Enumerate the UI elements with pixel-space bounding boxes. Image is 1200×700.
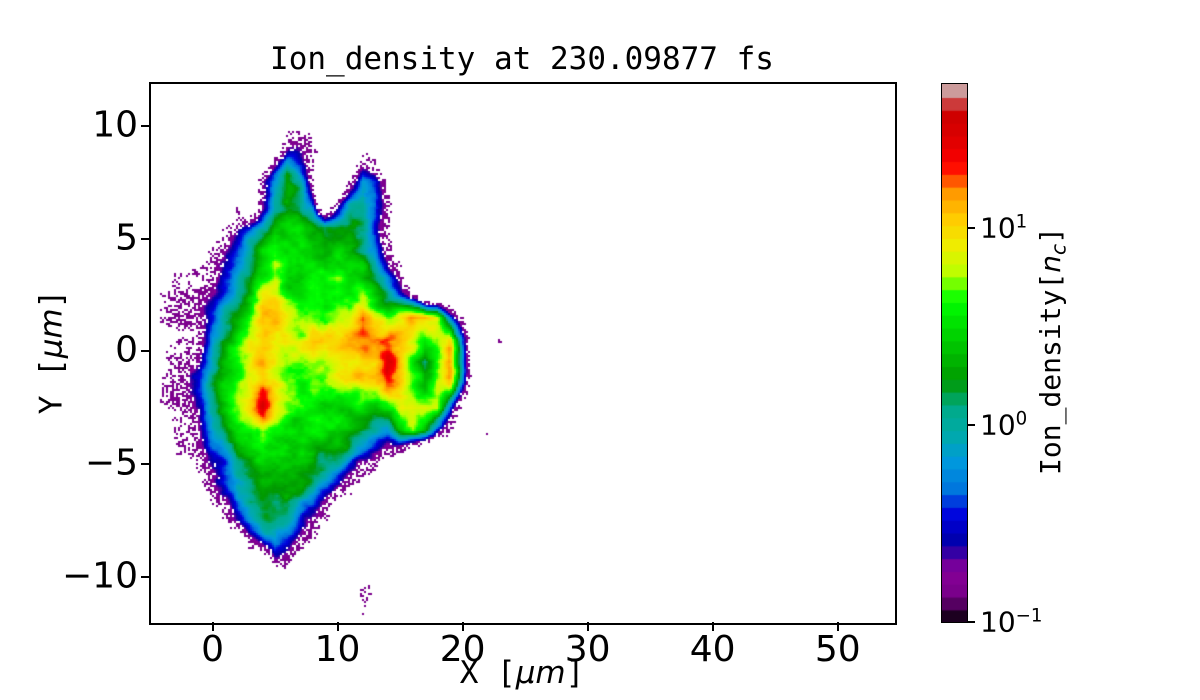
colorbar-tick-label: 101 — [980, 211, 1028, 245]
x-tick-mark — [336, 622, 339, 631]
y-tick-mark — [141, 350, 150, 353]
x-tick-label: 30 — [564, 629, 611, 670]
y-tick-label: −10 — [62, 555, 138, 597]
colorbar-canvas — [942, 84, 967, 622]
x-axis-label-prefix: X [ — [459, 655, 516, 691]
colorbar-tick-mark — [967, 424, 975, 427]
colorbar-tick-mark — [967, 621, 975, 623]
colorbar-tick-label: 10−1 — [980, 605, 1043, 639]
y-tick-label: 5 — [115, 216, 138, 258]
y-tick-mark — [141, 237, 150, 240]
y-axis-label: Y [μm] — [33, 289, 70, 415]
x-tick-label: 0 — [201, 629, 224, 670]
colorbar-label-prefix: Ion_density[ — [1034, 272, 1068, 475]
x-tick-mark — [211, 622, 214, 631]
y-tick-label: −5 — [84, 442, 138, 484]
colorbar-label-suffix: ] — [1034, 227, 1068, 244]
y-tick-mark — [141, 124, 150, 127]
x-tick-mark — [586, 622, 589, 631]
x-tick-label: 20 — [439, 629, 486, 670]
y-axis-unit: μm — [33, 308, 70, 359]
x-tick-label: 10 — [314, 629, 361, 670]
y-axis-label-prefix: Y [ — [33, 358, 70, 415]
heatmap-canvas — [150, 83, 894, 622]
x-axis-label: X [μm] — [460, 658, 585, 689]
y-tick-label: 0 — [115, 329, 138, 371]
y-tick-mark — [141, 575, 150, 578]
y-axis-label-suffix: ] — [33, 289, 70, 309]
x-tick-label: 40 — [689, 629, 736, 670]
colorbar-unit-subscript: c — [1046, 243, 1071, 255]
x-tick-label: 50 — [814, 629, 861, 670]
x-tick-mark — [461, 622, 464, 631]
x-axis-label-suffix: ] — [565, 655, 585, 691]
colorbar-unit-symbol: n — [1034, 254, 1068, 273]
chart-title: Ion_density at 230.09877 fs — [270, 41, 774, 77]
y-tick-mark — [141, 463, 150, 466]
y-tick-label: 10 — [92, 104, 138, 146]
colorbar-label: Ion_density[nc] — [1034, 227, 1071, 475]
x-tick-mark — [836, 622, 839, 631]
x-tick-mark — [711, 622, 714, 631]
colorbar-tick-label: 100 — [980, 408, 1028, 442]
x-axis-unit: μm — [515, 655, 566, 691]
colorbar-tick-mark — [967, 227, 975, 230]
